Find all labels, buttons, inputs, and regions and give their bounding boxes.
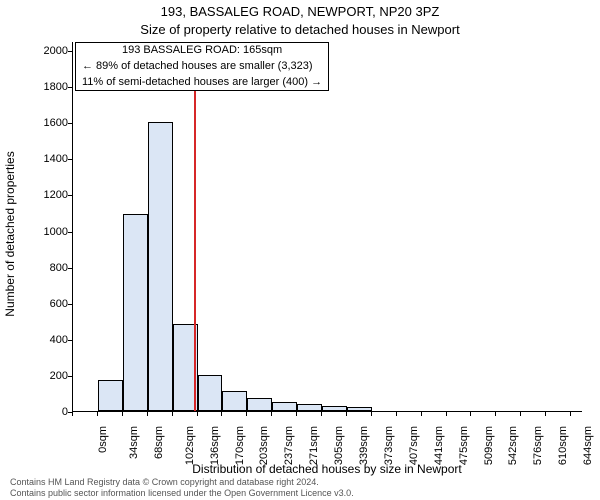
x-tick-label: 68sqm	[153, 426, 165, 459]
x-tick-mark	[545, 412, 546, 416]
x-tick-mark	[122, 412, 123, 416]
x-tick-label: 34sqm	[128, 426, 140, 459]
x-tick-label: 441sqm	[433, 426, 445, 465]
y-tick-label: 1200	[0, 189, 68, 201]
x-tick-mark	[271, 412, 272, 416]
y-tick-label: 800	[0, 262, 68, 274]
x-tick-mark	[246, 412, 247, 416]
x-axis-label: Distribution of detached houses by size …	[72, 462, 582, 476]
x-tick-label: 475sqm	[458, 426, 470, 465]
y-tick-label: 2000	[0, 45, 68, 57]
x-tick-label: 542sqm	[507, 426, 519, 465]
x-tick-label: 237sqm	[283, 426, 295, 465]
x-tick-label: 271sqm	[308, 426, 320, 465]
histogram-bar	[148, 122, 173, 411]
x-tick-mark	[296, 412, 297, 416]
y-tick-label: 600	[0, 298, 68, 310]
footer-line2: Contains public sector information licen…	[10, 488, 354, 498]
x-tick-mark	[346, 412, 347, 416]
x-tick-label: 203sqm	[258, 426, 270, 465]
x-tick-mark	[97, 412, 98, 416]
x-tick-mark	[495, 412, 496, 416]
x-tick-mark	[446, 412, 447, 416]
y-tick-label: 400	[0, 334, 68, 346]
chart-title-line2: Size of property relative to detached ho…	[0, 22, 600, 37]
annotation-line: 193 BASSALEG ROAD: 165sqm	[76, 43, 328, 59]
x-tick-label: 136sqm	[209, 426, 221, 465]
x-tick-label: 339sqm	[358, 426, 370, 465]
annotation-line: ← 89% of detached houses are smaller (3,…	[76, 59, 328, 75]
histogram-bar	[272, 402, 297, 411]
histogram-bar	[297, 404, 322, 411]
x-tick-mark	[371, 412, 372, 416]
y-tick-label: 1600	[0, 117, 68, 129]
annotation-line: 11% of semi-detached houses are larger (…	[76, 75, 328, 91]
x-tick-label: 576sqm	[532, 426, 544, 465]
x-tick-mark	[197, 412, 198, 416]
histogram-bar	[123, 214, 148, 411]
y-tick-label: 1000	[0, 226, 68, 238]
x-tick-label: 644sqm	[582, 426, 594, 465]
x-tick-mark	[72, 412, 73, 416]
y-tick-label: 200	[0, 370, 68, 382]
plot-area	[72, 42, 582, 412]
histogram-bar	[247, 398, 272, 411]
chart-title-line1: 193, BASSALEG ROAD, NEWPORT, NP20 3PZ	[0, 4, 600, 19]
chart-container: 193, BASSALEG ROAD, NEWPORT, NP20 3PZ Si…	[0, 0, 600, 500]
footer-line1: Contains HM Land Registry data © Crown c…	[10, 477, 354, 487]
y-tick-label: 0	[0, 406, 68, 418]
x-tick-mark	[172, 412, 173, 416]
footer: Contains HM Land Registry data © Crown c…	[10, 477, 354, 498]
x-tick-mark	[321, 412, 322, 416]
x-tick-label: 373sqm	[383, 426, 395, 465]
x-tick-mark	[421, 412, 422, 416]
x-tick-label: 407sqm	[408, 426, 420, 465]
marker-line	[194, 42, 196, 411]
x-tick-mark	[147, 412, 148, 416]
y-tick-label: 1400	[0, 153, 68, 165]
x-tick-label: 170sqm	[234, 426, 246, 465]
x-tick-label: 509sqm	[483, 426, 495, 465]
x-tick-mark	[470, 412, 471, 416]
histogram-bar	[198, 375, 222, 411]
annotation-box: 193 BASSALEG ROAD: 165sqm← 89% of detach…	[75, 42, 329, 91]
x-tick-label: 102sqm	[184, 426, 196, 465]
x-tick-mark	[396, 412, 397, 416]
x-tick-mark	[570, 412, 571, 416]
histogram-bar	[98, 380, 123, 411]
x-tick-label: 610sqm	[557, 426, 569, 465]
y-tick-label: 1800	[0, 81, 68, 93]
x-tick-label: 0sqm	[97, 426, 109, 453]
histogram-bar	[322, 406, 347, 411]
histogram-bar	[347, 407, 372, 412]
histogram-bar	[222, 391, 247, 411]
x-tick-mark	[520, 412, 521, 416]
x-tick-mark	[221, 412, 222, 416]
x-tick-label: 305sqm	[333, 426, 345, 465]
